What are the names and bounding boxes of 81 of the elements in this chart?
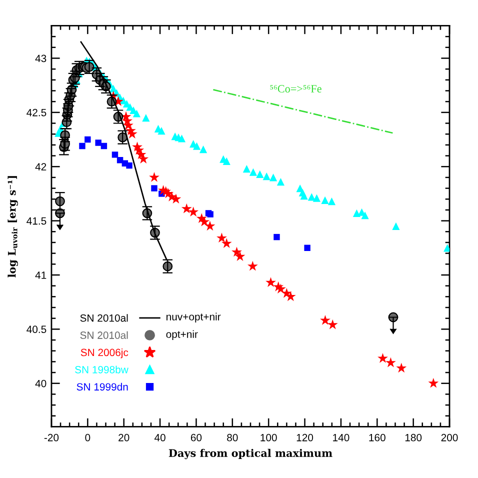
x-tick-label: 180 bbox=[405, 434, 422, 442]
x-tick-label: 80 bbox=[227, 434, 238, 442]
point bbox=[142, 114, 150, 122]
x-axis-title: Days from optical maximum bbox=[168, 448, 332, 460]
point bbox=[138, 154, 149, 164]
point bbox=[188, 206, 199, 217]
point bbox=[300, 192, 308, 200]
point bbox=[274, 234, 280, 240]
point bbox=[199, 216, 210, 226]
point bbox=[378, 352, 388, 363]
point bbox=[312, 194, 321, 202]
legend-label: SN 2010al bbox=[80, 314, 128, 322]
point bbox=[266, 277, 276, 287]
x-tick-label: 100 bbox=[260, 434, 277, 442]
point bbox=[256, 170, 264, 178]
point bbox=[269, 174, 278, 182]
point bbox=[178, 134, 186, 142]
legend-label: SN 1998bw bbox=[75, 366, 128, 374]
y-tick-label: 41 bbox=[35, 272, 46, 279]
annotation: ⁵⁶Co=>⁵⁶Fe bbox=[270, 85, 322, 93]
point bbox=[361, 212, 369, 220]
y-tick-label: 40 bbox=[35, 380, 46, 388]
point bbox=[132, 110, 140, 118]
point bbox=[352, 209, 360, 218]
x-tick-label: 200 bbox=[441, 434, 458, 442]
point bbox=[328, 197, 336, 206]
point bbox=[242, 164, 250, 173]
point bbox=[444, 244, 450, 252]
point bbox=[216, 232, 227, 243]
legend-label: SN 1999dn bbox=[76, 382, 128, 391]
y-tick-label: 42.5 bbox=[26, 108, 46, 116]
y-axis-title: log L$_{uvoir}$ [erg s⁻¹] bbox=[8, 176, 18, 278]
point bbox=[304, 244, 310, 251]
point bbox=[396, 362, 407, 373]
point bbox=[392, 222, 400, 230]
annotation: opt+nir bbox=[166, 330, 198, 340]
point bbox=[151, 185, 158, 192]
point bbox=[112, 152, 118, 158]
x-tick-label: 140 bbox=[333, 434, 350, 442]
point bbox=[199, 145, 208, 154]
point bbox=[276, 284, 286, 294]
annotation: nuv+opt+nir bbox=[166, 312, 221, 322]
point bbox=[276, 178, 285, 186]
point bbox=[126, 162, 132, 169]
point bbox=[321, 196, 329, 204]
y-tick-label: 42 bbox=[35, 163, 46, 170]
x-tick-label: 60 bbox=[190, 434, 202, 442]
point bbox=[192, 142, 201, 150]
point bbox=[158, 127, 166, 135]
point bbox=[247, 260, 258, 271]
point bbox=[327, 319, 338, 330]
point bbox=[308, 193, 316, 201]
point bbox=[232, 246, 242, 257]
point bbox=[428, 378, 439, 388]
y-tick-label: 41.5 bbox=[26, 217, 46, 225]
point bbox=[149, 172, 160, 182]
y-tick-label: 43 bbox=[35, 54, 46, 62]
point bbox=[181, 203, 192, 214]
point bbox=[285, 291, 296, 302]
point bbox=[221, 238, 232, 248]
point bbox=[262, 172, 270, 180]
point bbox=[95, 140, 102, 146]
x-tick-label: 40 bbox=[154, 434, 166, 442]
point bbox=[234, 251, 246, 261]
point bbox=[79, 142, 86, 150]
point bbox=[126, 128, 138, 139]
point bbox=[222, 157, 230, 165]
point bbox=[84, 136, 91, 143]
point bbox=[386, 357, 396, 368]
point bbox=[204, 220, 216, 231]
point bbox=[249, 168, 258, 176]
legend-label: SN 2010al bbox=[80, 331, 128, 339]
point bbox=[100, 142, 108, 150]
legend-label: SN 2006jc bbox=[80, 348, 128, 358]
x-tick-label: 20 bbox=[118, 434, 130, 442]
point bbox=[320, 315, 330, 325]
y-tick-label: 40.5 bbox=[26, 326, 46, 334]
x-tick-label: 160 bbox=[369, 434, 386, 442]
x-tick-label: -20 bbox=[44, 434, 59, 442]
x-tick-label: 120 bbox=[296, 434, 314, 442]
x-tick-label: 0 bbox=[85, 434, 90, 442]
